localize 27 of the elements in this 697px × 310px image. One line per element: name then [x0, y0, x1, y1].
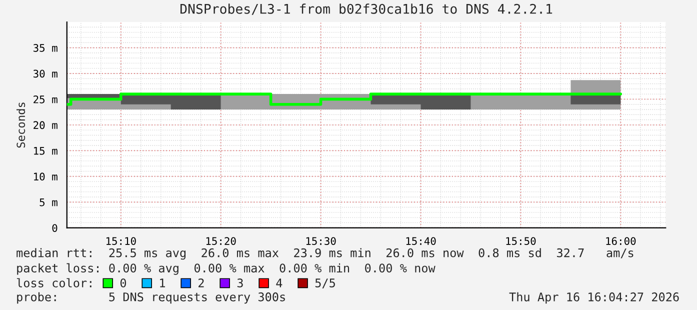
y-tick-label: 10 m: [34, 172, 58, 181]
legend-label: 5/5: [315, 278, 335, 288]
y-axis-title: Seconds: [16, 102, 26, 148]
y-tick-label: 15 m: [34, 147, 58, 155]
legend-label: 3: [237, 278, 243, 288]
legend-label: 2: [198, 278, 204, 288]
text: median rtt: 25.5 ms avg 26.0 ms max 23.9 ms min 26.0 ms now 0.8 ms sd 32.7 am/s: [16, 248, 634, 260]
y-tick-label: 35 m: [33, 44, 58, 52]
text: Thu Apr 16 16:04:27 2026: [509, 292, 679, 304]
y-tick-label: 5 m: [40, 198, 58, 206]
x-tick-label: 15:10: [106, 237, 136, 245]
x-tick-label: 15:40: [406, 237, 436, 245]
legend-label: 4: [276, 278, 282, 288]
legend-title: loss color:: [16, 278, 92, 288]
x-tick-label: 16:00: [606, 237, 636, 245]
x-tick-label: 15:50: [506, 237, 536, 245]
y-tick-label: 30 m: [33, 70, 58, 78]
text: probe: 5 DNS requests every 300s: [17, 292, 285, 304]
legend-label: 0: [120, 278, 126, 288]
y-tick-label: 0: [52, 224, 58, 232]
y-tick-label: 20 m: [34, 121, 58, 130]
x-tick-label: 15:30: [306, 237, 336, 245]
y-tick-label: 25 m: [34, 95, 58, 104]
text: packet loss: 0.00 % avg 0.00 % max 0.00 % min 0.00 % now: [17, 263, 436, 275]
legend-label: 1: [160, 278, 165, 288]
x-tick-label: 15:20: [206, 237, 236, 245]
chart-title: DNSProbes/L3-1 from b02f30ca1b16 to DNS 4.2.2.1: [180, 4, 552, 15]
